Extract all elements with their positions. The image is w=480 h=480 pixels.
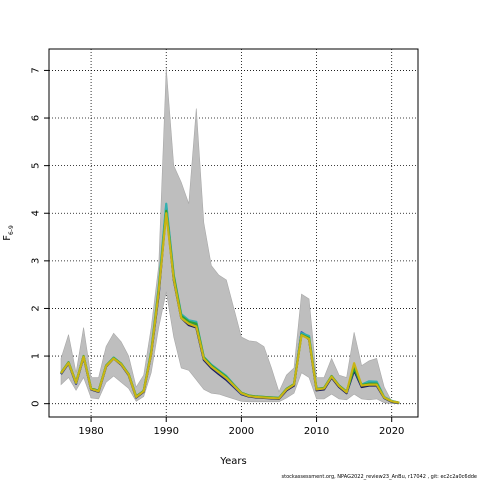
x-tick-label-1: 1990 — [154, 426, 179, 437]
confidence-band — [60, 68, 400, 404]
y-tick-label-5: 5 — [31, 162, 42, 168]
y-tick-label-0: 0 — [31, 400, 42, 406]
plot-frame — [48, 48, 419, 418]
y-tick-label-1: 1 — [31, 353, 42, 359]
x-tick-label-3: 2010 — [304, 426, 329, 437]
x-axis-label: Years — [219, 456, 246, 467]
series-line-4 — [60, 212, 400, 404]
y-axis: 0 1 2 3 4 5 6 7 — [31, 67, 49, 407]
y-tick-label-6: 6 — [31, 115, 42, 121]
x-axis: 1980 1990 2000 2010 2020 — [78, 417, 404, 437]
x-tick-label-4: 2020 — [379, 426, 404, 437]
y-tick-label-7: 7 — [31, 67, 42, 73]
y-axis-label-sub: 6-9 — [8, 225, 15, 235]
y-axis-label: F6-9 — [2, 225, 15, 241]
footer-credit: stockassessment.org, NPAG2022_review23_A… — [282, 474, 477, 480]
y-axis-label-main: F — [2, 235, 13, 241]
y-tick-label-3: 3 — [31, 258, 42, 264]
y-axis-label-group: F6-9 — [2, 225, 15, 241]
x-tick-label-2: 2000 — [229, 426, 254, 437]
band-area — [60, 68, 400, 404]
y-tick-label-4: 4 — [31, 210, 42, 216]
series-lines — [60, 202, 400, 405]
x-tick-label-0: 1980 — [78, 426, 103, 437]
y-tick-label-2: 2 — [31, 305, 42, 311]
